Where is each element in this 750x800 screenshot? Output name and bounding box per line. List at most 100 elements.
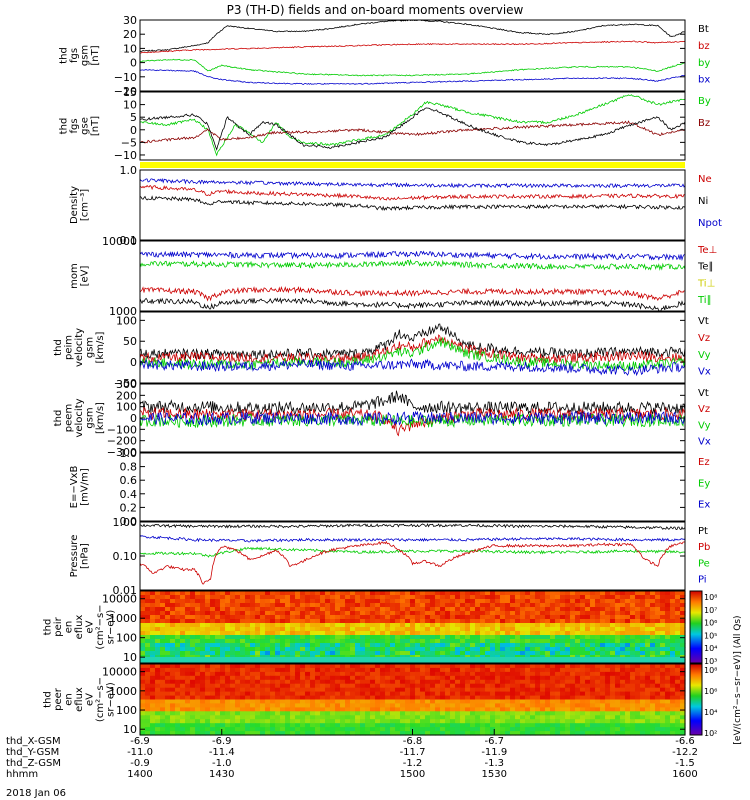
spectrogram-cell [625, 671, 631, 677]
spectrogram-cell [225, 679, 231, 685]
spectrogram-cell [515, 603, 521, 608]
spectrogram-cell [145, 691, 151, 697]
spectrogram-cell [535, 731, 541, 736]
spectrogram-cell [445, 711, 451, 716]
spectrogram-cell [345, 591, 351, 596]
spectrogram-cell [215, 599, 221, 604]
spectrogram-cell [460, 623, 466, 628]
spectrogram-cell [620, 615, 626, 620]
spectrogram-cell [195, 687, 201, 693]
ytick-label: 300 [116, 378, 137, 391]
spectrogram-cell [205, 727, 211, 732]
spectrogram-cell [250, 664, 256, 669]
spectrogram-cell [355, 615, 361, 620]
spectrogram-cell [550, 623, 556, 628]
spectrogram-cell [425, 615, 431, 620]
spectrogram-cell [525, 651, 531, 656]
panel-frame-vxb [139, 452, 686, 522]
spectrogram-cell [660, 611, 666, 616]
spectrogram-cell [645, 699, 651, 704]
spectrogram-cell [455, 607, 461, 612]
spectrogram-cell [235, 603, 241, 608]
spectrogram-cell [435, 611, 441, 616]
spectrogram-cell [220, 631, 226, 636]
spectrogram-cell [535, 631, 541, 636]
spectrogram-cell [550, 699, 556, 704]
spectrogram-cell [310, 651, 316, 656]
series-line-bfield-1 [139, 40, 686, 54]
spectrogram-cell [390, 715, 396, 720]
spectrogram-cell [485, 667, 491, 673]
spectrogram-cell [365, 715, 371, 720]
spectrogram-cell [660, 707, 666, 712]
spectrogram-cell [375, 615, 381, 620]
spectrogram-cell [595, 619, 601, 624]
spectrogram-cell [495, 639, 501, 644]
spectrogram-cell [575, 651, 581, 656]
spectrogram-cell [645, 683, 651, 689]
spectrogram-cell [215, 664, 221, 669]
y-axis-label: gsm [85, 337, 96, 358]
spectrogram-cell [585, 671, 591, 677]
spectrogram-cell [255, 679, 261, 685]
spectrogram-cell [500, 615, 506, 620]
spectrogram-cell [385, 591, 391, 596]
spectrogram-cell [610, 723, 616, 728]
spectrogram-cell [650, 723, 656, 728]
spectrogram-cell [515, 731, 521, 736]
spectrogram-cell [435, 707, 441, 712]
spectrogram-cell [475, 623, 481, 628]
spectrogram-cell [500, 711, 506, 716]
spectrogram-cell [270, 719, 276, 724]
spectrogram-cell [635, 667, 641, 673]
spectrogram-cell [555, 671, 561, 677]
spectrogram-cell [255, 603, 261, 608]
spectrogram-cell [490, 603, 496, 608]
spectrogram-cell [245, 691, 251, 697]
spectrogram-cell [260, 675, 266, 681]
spectrogram-cell [205, 707, 211, 712]
spectrogram-cell [675, 591, 681, 596]
spectrogram-cell [180, 679, 186, 685]
spectrogram-cell [180, 731, 186, 736]
spectrogram-cell [380, 599, 386, 604]
spectrogram-cell [365, 691, 371, 697]
spectrogram-cell [155, 607, 161, 612]
spectrogram-cell [585, 607, 591, 612]
spectrogram-cell [500, 715, 506, 720]
spectrogram-cell [225, 699, 231, 704]
spectrogram-cell [435, 651, 441, 656]
spectrogram-cell [600, 711, 606, 716]
spectrogram-cell [175, 635, 181, 640]
spectrogram-cell [210, 667, 216, 673]
spectrogram-cell [235, 707, 241, 712]
spectrogram-cell [265, 711, 271, 716]
spectrogram-cell [320, 723, 326, 728]
spectrogram-cell [210, 671, 216, 677]
spectrogram-cell [315, 695, 321, 701]
spectrogram-cell [665, 667, 671, 673]
spectrogram-cell [645, 687, 651, 693]
spectrogram-cell [545, 619, 551, 624]
spectrogram-cell [415, 695, 421, 701]
spectrogram-cell [680, 647, 686, 652]
spectrogram-cell [165, 647, 171, 652]
spectrogram-cell [190, 643, 196, 648]
spectrogram-cell [360, 595, 366, 600]
spectrogram-cell [595, 603, 601, 608]
spectrogram-cell [370, 695, 376, 701]
spectrogram-cell [175, 699, 181, 704]
spectrogram-cell [540, 675, 546, 681]
spectrogram-cell [595, 651, 601, 656]
spectrogram-cell [410, 627, 416, 632]
spectrogram-cell [145, 643, 151, 648]
spectrogram-cell [150, 664, 156, 669]
spectrogram-cell [470, 635, 476, 640]
spectrogram-cell [605, 727, 611, 732]
spectrogram-cell [215, 607, 221, 612]
spectrogram-cell [380, 591, 386, 596]
spectrogram-cell [500, 591, 506, 596]
spectrogram-cell [160, 619, 166, 624]
spectrogram-cell [600, 635, 606, 640]
